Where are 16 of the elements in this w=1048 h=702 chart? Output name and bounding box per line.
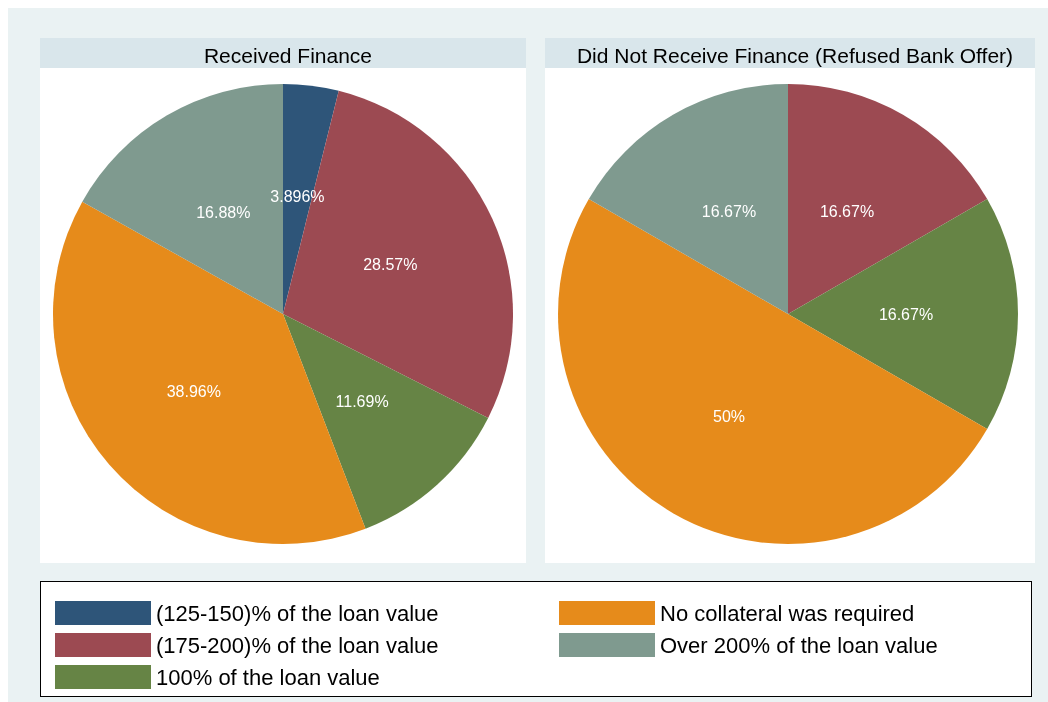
data-label: 50% bbox=[712, 407, 746, 425]
data-label: 38.96% bbox=[166, 382, 221, 400]
data-label: 16.88% bbox=[196, 203, 251, 221]
chart-title: Received Finance bbox=[203, 44, 373, 67]
legend-label: (175-200)% of the loan value bbox=[156, 632, 439, 658]
legend-label: 100% of the loan value bbox=[156, 664, 380, 690]
data-label: 16.67% bbox=[878, 305, 934, 323]
legend-label: Over 200% of the loan value bbox=[660, 632, 938, 658]
legend-label: (125-150)% of the loan value bbox=[156, 600, 439, 626]
data-label: 28.57% bbox=[363, 256, 418, 274]
data-label: 11.69% bbox=[335, 393, 389, 411]
data-label: 3.896% bbox=[270, 188, 325, 206]
chart-title: Did Not Receive Finance (Refused Bank Offer) bbox=[576, 44, 1014, 67]
data-label: 16.67% bbox=[701, 203, 757, 221]
legend-label: No collateral was required bbox=[660, 600, 915, 626]
data-label: 16.67% bbox=[819, 203, 875, 221]
